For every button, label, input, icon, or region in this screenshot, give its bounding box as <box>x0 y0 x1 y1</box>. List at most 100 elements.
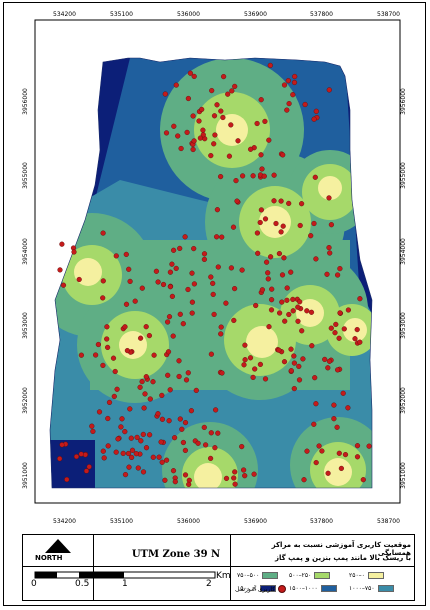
school-point <box>189 270 195 276</box>
legend-hline <box>23 566 414 567</box>
school-point <box>300 356 306 362</box>
map-canvas[interactable] <box>0 0 430 530</box>
school-point <box>129 447 136 453</box>
legend-item-label: ۷۵۰–۱۰۰۰ <box>349 585 375 592</box>
school-point <box>331 402 337 408</box>
school-point <box>150 454 156 460</box>
school-point <box>115 436 121 442</box>
school-point <box>126 266 132 272</box>
school-point <box>332 330 338 336</box>
school-point <box>257 361 264 368</box>
school-point <box>242 473 248 479</box>
legend-divider-2 <box>230 535 231 600</box>
school-point <box>285 78 291 84</box>
school-point <box>96 409 103 415</box>
school-point <box>163 130 170 136</box>
school-point <box>172 479 178 485</box>
school-point <box>235 138 241 144</box>
school-point <box>188 408 195 414</box>
school-point <box>193 387 199 394</box>
school-point <box>183 377 190 383</box>
scale-tick-label: 1 <box>122 579 128 589</box>
legend-title-line1: موقعیت کاربری آموزشی نسبت به مراکز همسای… <box>271 541 411 557</box>
school-point <box>354 443 361 449</box>
school-point <box>279 299 285 305</box>
school-point <box>185 95 192 102</box>
school-point <box>105 443 111 449</box>
school-point <box>345 405 351 411</box>
scale-tick-label: 0 <box>31 579 37 589</box>
map-frame <box>3 2 426 606</box>
school-point <box>59 241 65 247</box>
school-point <box>218 331 224 337</box>
school-point <box>167 284 174 290</box>
school-point <box>261 173 267 179</box>
school-point <box>290 296 296 303</box>
school-point <box>265 270 271 276</box>
y-tick-label-right: 3954000 <box>399 238 407 265</box>
school-point <box>281 82 288 88</box>
school-point <box>146 333 153 339</box>
school-point <box>301 477 307 483</box>
school-point <box>291 79 298 86</box>
legend-swatch <box>259 585 276 592</box>
school-point <box>197 135 204 141</box>
school-point <box>143 445 150 451</box>
school-point <box>158 439 164 445</box>
school-point <box>278 198 284 204</box>
school-point <box>220 114 226 121</box>
school-point <box>100 230 106 236</box>
school-point <box>83 468 90 474</box>
school-point <box>277 310 283 316</box>
school-point <box>278 229 284 235</box>
school-point <box>232 481 238 487</box>
school-point <box>122 429 128 435</box>
school-point <box>92 352 99 358</box>
school-point <box>137 384 143 390</box>
school-point <box>164 457 170 463</box>
legend-item: ۰–۲۵۰ <box>349 572 384 579</box>
school-point <box>262 376 269 382</box>
school-point <box>242 357 248 363</box>
school-point <box>211 113 218 119</box>
school-point <box>71 249 77 255</box>
school-point <box>191 281 198 287</box>
school-point <box>304 448 310 454</box>
legend-item: ۱۰۰۰–۱۵۰۰ <box>289 585 337 592</box>
school-point <box>292 73 298 80</box>
school-point <box>153 268 160 274</box>
school-point <box>64 476 70 483</box>
school-point <box>313 108 319 114</box>
school-point <box>258 152 264 158</box>
school-point <box>140 431 146 438</box>
school-point <box>269 286 275 292</box>
school-point <box>200 127 206 133</box>
school-point <box>201 251 208 257</box>
school-point <box>284 285 290 291</box>
school-point <box>333 321 339 328</box>
school-point <box>288 346 294 352</box>
school-point <box>89 423 95 429</box>
school-point <box>247 355 254 361</box>
school-point <box>215 430 221 436</box>
school-point <box>214 207 221 213</box>
school-point <box>100 448 106 454</box>
school-point <box>284 107 290 113</box>
school-point <box>357 296 363 302</box>
school-point <box>162 91 168 97</box>
school-point <box>284 297 290 303</box>
school-point <box>196 118 202 124</box>
school-point <box>290 308 296 314</box>
school-point <box>113 449 119 455</box>
school-point <box>253 302 259 309</box>
school-point <box>171 123 177 129</box>
school-point <box>232 83 238 90</box>
zone-gt-1500-corner <box>50 440 95 488</box>
legend-item-label: ۰–۲۵۰ <box>349 572 365 579</box>
school-point <box>286 200 292 207</box>
school-point <box>201 424 207 431</box>
school-point <box>229 88 235 94</box>
school-point <box>138 335 144 341</box>
legend-swatch <box>377 585 394 592</box>
school-point <box>167 269 174 275</box>
